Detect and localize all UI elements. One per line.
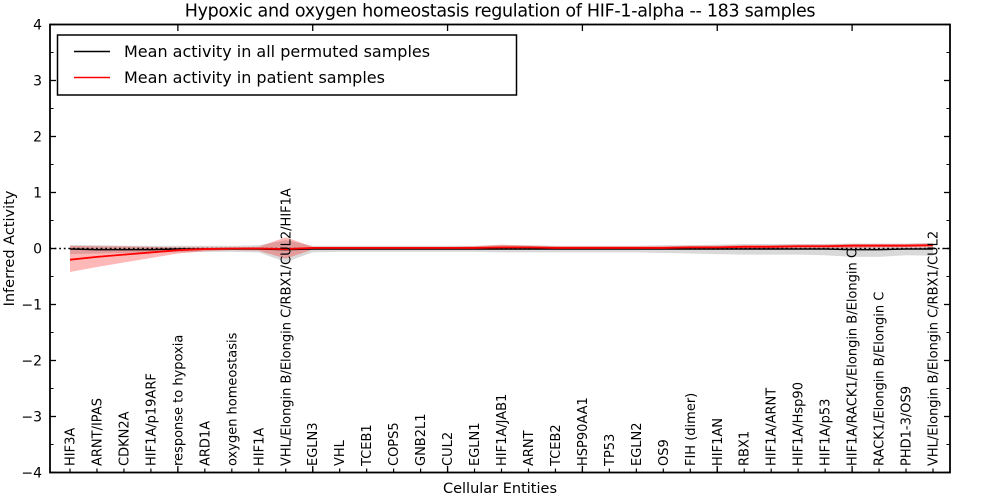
y-tick-label: −4: [21, 466, 42, 482]
x-tick-label: TP53: [603, 434, 618, 467]
confidence-bands: [70, 237, 933, 273]
y-tick-label: −3: [21, 410, 42, 426]
x-tick-label: TCEB1: [360, 424, 375, 467]
y-tick-label: −1: [21, 298, 42, 314]
x-tick-label: ARNT/IPAS: [90, 398, 105, 466]
x-tick-label: ARNT: [522, 430, 537, 466]
y-tick-label: 2: [33, 130, 42, 146]
legend-label-patient: Mean activity in patient samples: [124, 68, 385, 87]
chart-title: Hypoxic and oxygen homeostasis regulatio…: [185, 2, 816, 22]
x-tick-label: CUL2: [441, 432, 456, 466]
x-tick-label: VHL: [333, 439, 348, 466]
x-tick-label: RACK1/Elongin B/Elongin C: [873, 292, 888, 466]
x-tick-label: TCEB2: [549, 424, 564, 467]
x-tick-label: ARD1A: [198, 421, 213, 466]
x-tick-label: HIF1A/RACK1/Elongin B/Elongin C: [846, 249, 861, 466]
x-tick-label: HSP90AA1: [576, 397, 591, 466]
y-tick-labels: 4 3 2 1 0 −1 −2 −3 −4: [21, 18, 42, 482]
x-tick-label: HIF1A/Hsp90: [792, 382, 807, 466]
y-tick-label: 3: [33, 74, 42, 90]
x-tick-label: COPS5: [387, 422, 402, 466]
x-tick-label: HIF1A/JAB1: [495, 394, 510, 466]
legend: Mean activity in all permuted samples Me…: [56, 34, 518, 96]
x-tick-label: HIF1A/p53: [819, 399, 834, 466]
x-tick-label: HIF3A: [64, 428, 79, 466]
y-tick-label: −2: [21, 354, 42, 370]
x-tick-label: CDKN2A: [117, 411, 132, 466]
x-tick-label: RBX1: [738, 431, 753, 466]
y-axis-label: Inferred Activity: [2, 190, 18, 306]
x-tick-label: oxygen homeostasis: [225, 332, 240, 466]
x-tick-label: EGLN1: [468, 422, 483, 466]
x-tick-label: VHL/Elongin B/Elongin C/RBX1/CUL2: [927, 231, 942, 466]
patient-mean-line: [69, 244, 934, 261]
series-lines: [69, 244, 934, 261]
legend-box: [56, 34, 518, 96]
axis-ticks: [50, 23, 950, 474]
y-tick-label: 1: [33, 186, 42, 202]
x-tick-label: PHD1-3/OS9: [900, 386, 915, 466]
permuted-band: [70, 240, 933, 262]
x-tick-label: HIF1AN: [711, 418, 726, 466]
x-tick-label: response to hypoxia: [171, 335, 186, 466]
x-tick-label: HIF1A: [252, 428, 267, 466]
x-tick-labels: HIF3A ARNT/IPAS CDKN2A HIF1A/p19ARF response…: [64, 188, 942, 467]
x-tick-label: GNB2L1: [414, 413, 429, 466]
legend-label-permuted: Mean activity in all permuted samples: [124, 42, 430, 61]
patient-band: [70, 237, 933, 273]
x-tick-label: EGLN2: [630, 422, 645, 466]
y-tick-label: 0: [33, 242, 42, 258]
x-tick-label: EGLN3: [306, 422, 321, 466]
x-tick-label: HIF1A/ARNT: [765, 388, 780, 466]
x-tick-label: FIH (dimer): [684, 393, 699, 466]
x-tick-label: OS9: [657, 439, 672, 466]
y-tick-label: 4: [33, 18, 42, 34]
x-axis-label: Cellular Entities: [443, 481, 557, 497]
x-tick-label: VHL/Elongin B/Elongin C/RBX1/CUL2/HIF1A: [279, 188, 294, 466]
x-tick-label: HIF1A/p19ARF: [144, 373, 159, 466]
